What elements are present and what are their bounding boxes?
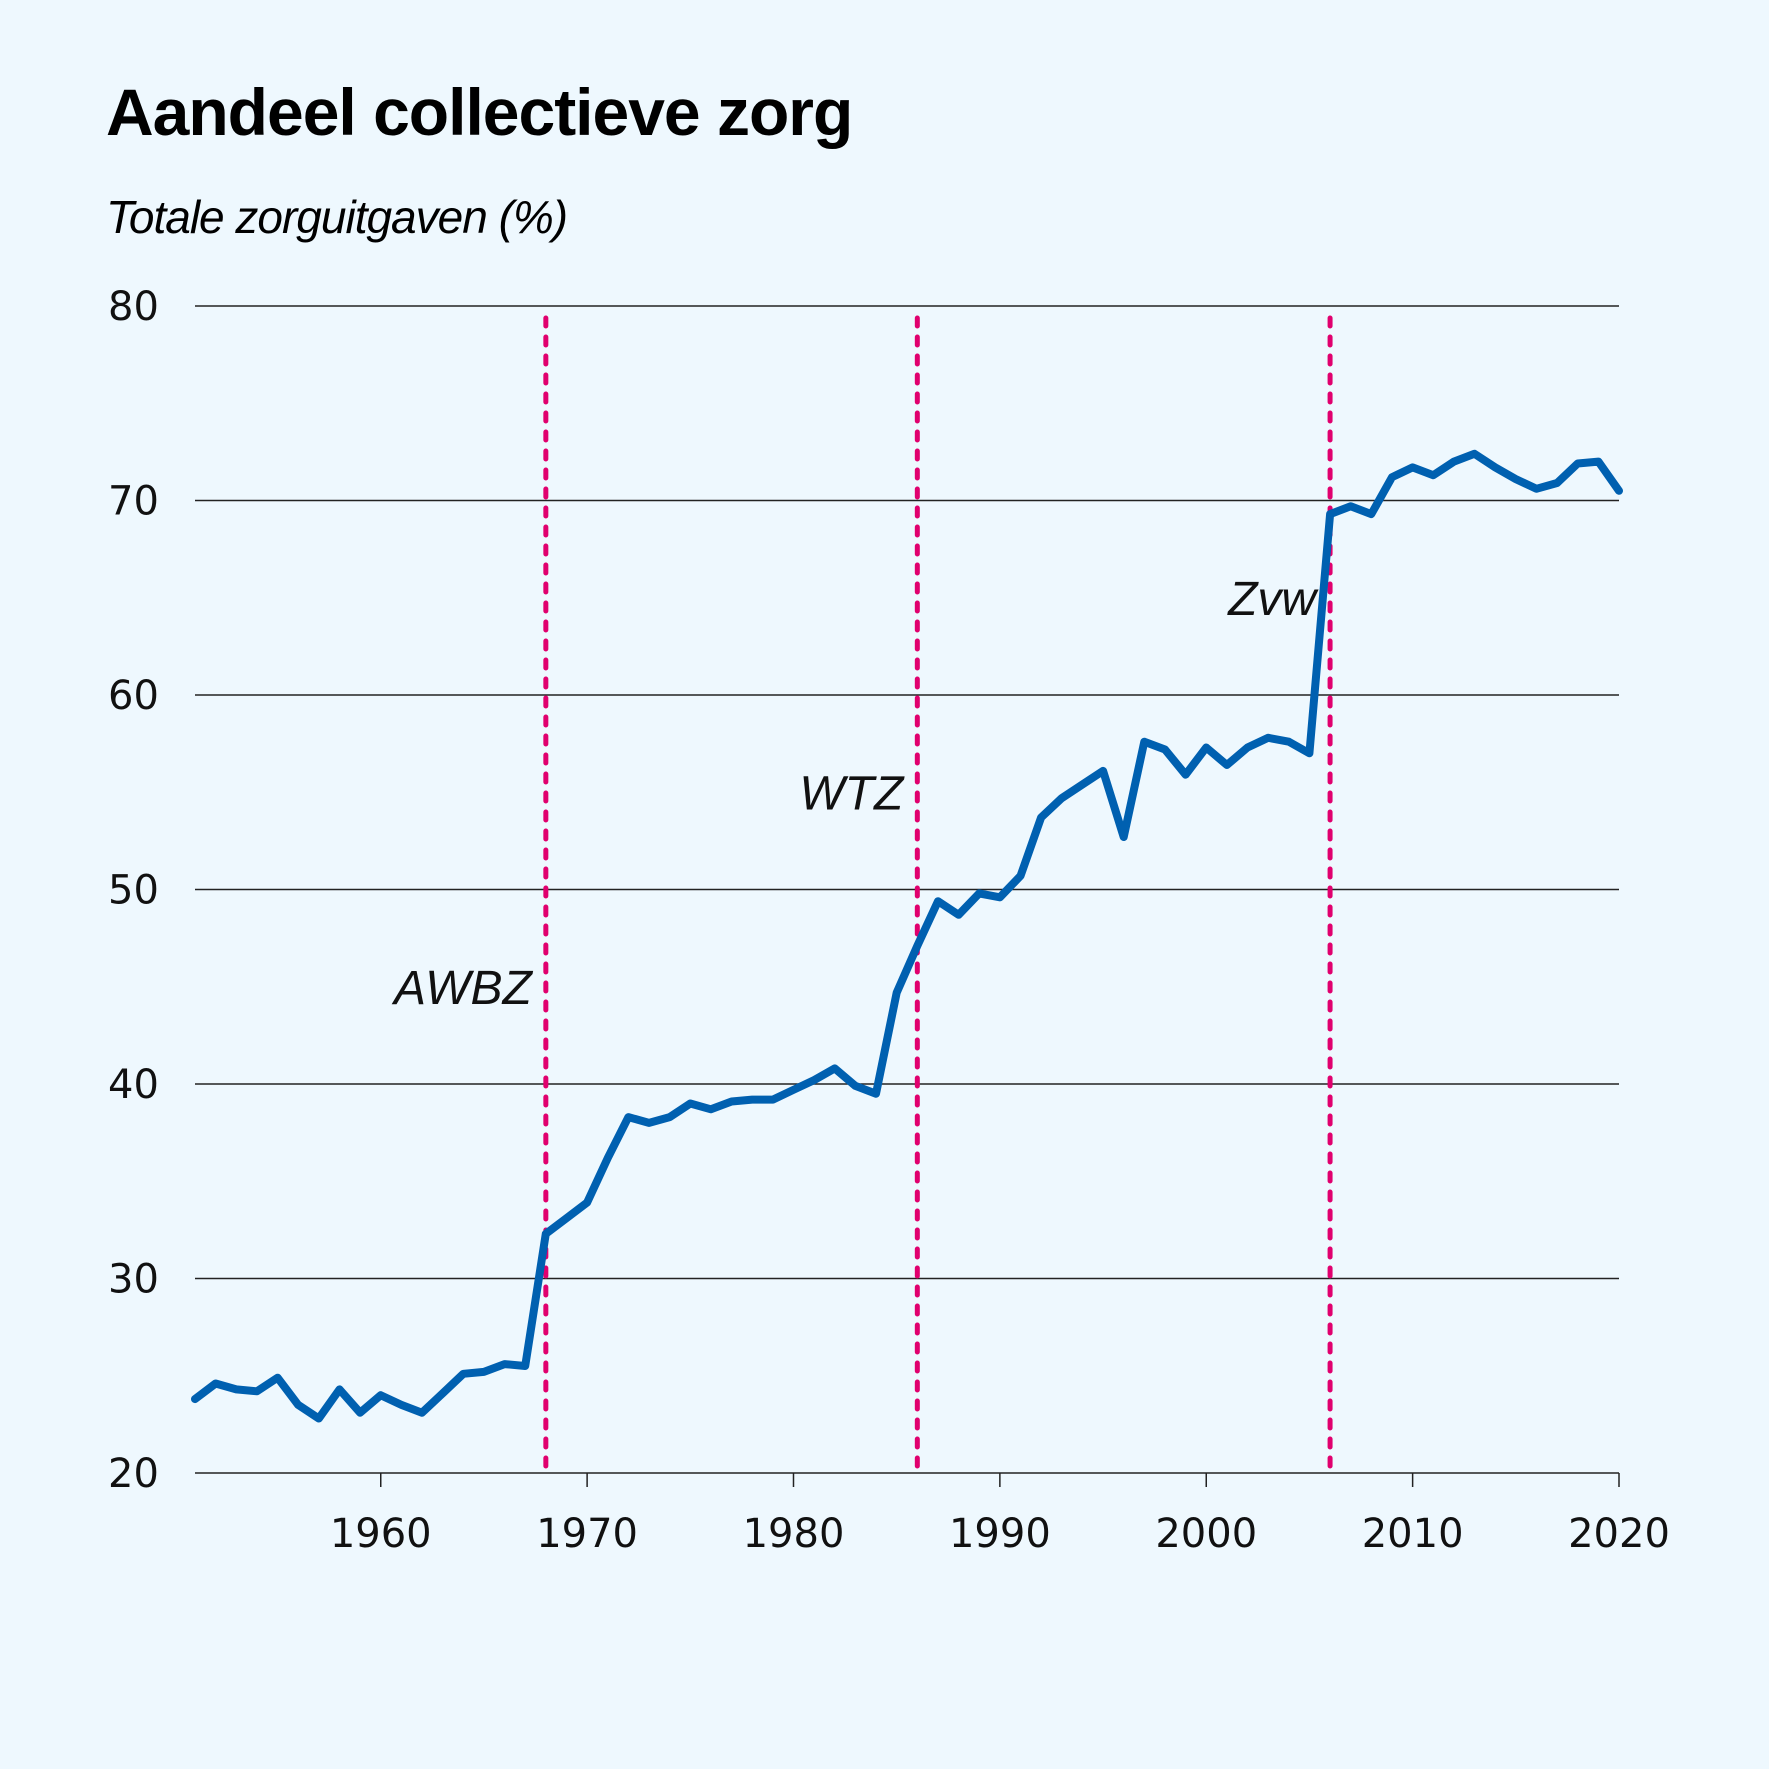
series-group — [191, 449, 1623, 1423]
x-axis — [379, 1473, 1620, 1487]
y-tick-label-30: 30 — [108, 1257, 159, 1303]
y-tick-label-70: 70 — [108, 479, 159, 525]
y-tick-label-40: 40 — [108, 1062, 159, 1108]
series-line-0 — [191, 449, 1623, 1423]
y-tick-label-50: 50 — [108, 868, 159, 914]
x-tick-label-2020: 2020 — [1568, 1511, 1670, 1557]
annotation-zvw: Zvw — [1227, 573, 1319, 626]
y-axis-label: Totale zorguitgaven (%) — [106, 191, 568, 243]
annotation-wtz: WTZ — [799, 767, 905, 820]
x-tick-label-1980: 1980 — [743, 1511, 845, 1557]
y-tick-label-60: 60 — [108, 673, 159, 719]
x-tick-label-1990: 1990 — [949, 1511, 1051, 1557]
x-tick-label-2010: 2010 — [1362, 1511, 1464, 1557]
gridlines — [195, 305, 1619, 1474]
x-tick-label-2000: 2000 — [1155, 1511, 1257, 1557]
reference-lines — [543, 315, 1333, 1476]
annotation-awbz: AWBZ — [391, 962, 533, 1015]
y-tick-label-80: 80 — [108, 284, 159, 330]
tick-labels: 20 30 40 50 60 70 80 1960 1970 1980 1990 2000 2010 20… — [108, 284, 1670, 1557]
y-tick-label-20: 20 — [108, 1451, 159, 1497]
x-tick-label-1960: 1960 — [330, 1511, 432, 1557]
chart-title: Aandeel collectieve zorg — [106, 75, 853, 149]
x-tick-label-1970: 1970 — [536, 1511, 638, 1557]
